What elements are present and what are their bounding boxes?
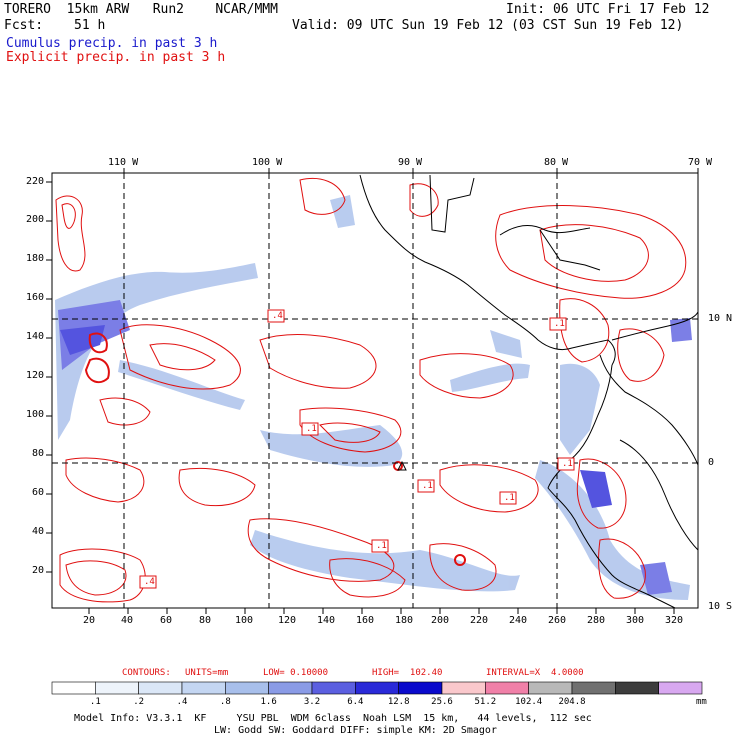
x-tick-label: 80 (199, 615, 212, 626)
box-label: .4 (144, 577, 155, 587)
x-tick-label: 180 (395, 615, 414, 626)
lat-label: 10 N (708, 313, 733, 324)
x-tick-label: 320 (665, 615, 684, 626)
x-tick-label: 40 (121, 615, 134, 626)
cumulus-precip-shading (55, 195, 692, 600)
x-tick-label: 20 (83, 615, 96, 626)
y-tick-label: 200 (26, 214, 45, 225)
y-tick-label: 120 (26, 370, 45, 381)
value-boxes (139, 309, 575, 589)
box-label: .1 (562, 459, 573, 469)
x-tick-label: 280 (587, 615, 606, 626)
field-explicit-label: Explicit precip. in past 3 h (6, 50, 226, 65)
lat-lon-grid (52, 173, 698, 608)
model-info-line2: LW: Godd SW: Goddard DIFF: simple KM: 2D… (214, 725, 497, 736)
lon-label: 80 W (544, 157, 569, 168)
colorbar-tick-label: 1.6 (260, 697, 277, 707)
colorbar-cell (95, 681, 139, 695)
x-tick-label: 160 (356, 615, 375, 626)
x-tick-label: 240 (509, 615, 528, 626)
x-tick-label: 260 (548, 615, 567, 626)
colorbar-cell (658, 681, 703, 695)
box-label: .1 (376, 541, 387, 551)
colorbar-tick-label: 102.4 (515, 697, 543, 707)
map-frame (51, 172, 699, 609)
model-info-line1: Model Info: V3.3.1 KF YSU PBL WDM 6class… (74, 713, 592, 724)
y-tick-label: 180 (26, 253, 45, 264)
contour-high: HIGH= 102.40 (372, 668, 443, 678)
forecast-label: Fcst: (4, 18, 44, 33)
colorbar-cell (355, 681, 399, 695)
colorbar-tick-label: 12.8 (387, 697, 410, 707)
colorbar-cell (441, 681, 486, 695)
y-tick-label: 40 (32, 526, 45, 537)
colorbar-tick-label: 3.2 (303, 697, 321, 707)
colorbar-cell (485, 681, 529, 695)
box-label: .1 (306, 424, 317, 434)
lon-label: 70 W (688, 157, 713, 168)
contour-low: LOW= 0.10000 (263, 668, 329, 678)
y-tick-label: 20 (32, 565, 45, 576)
colorbar-cell (181, 681, 226, 695)
x-tick-label: 60 (160, 615, 173, 626)
colorbar-cell (225, 681, 269, 695)
colorbar-tick-label: .2 (133, 697, 145, 707)
colorbar-cell (571, 681, 616, 695)
init-time: Init: 06 UTC Fri 17 Feb 12 (506, 2, 710, 17)
field-cumulus-label: Cumulus precip. in past 3 h (6, 36, 218, 51)
forecast-hours: 51 h (74, 18, 106, 33)
colorbar-cell (138, 681, 183, 695)
x-tick-label: 220 (470, 615, 489, 626)
valid-time: Valid: 09 UTC Sun 19 Feb 12 (03 CST Sun … (292, 18, 684, 33)
colorbar-cell (311, 681, 356, 695)
lon-label: 90 W (398, 157, 423, 168)
model-title: TORERO 15km ARW Run2 NCAR/MMM (4, 2, 278, 17)
colorbar-tick-label: .4 (176, 697, 188, 707)
lat-label: 0 (708, 457, 715, 468)
colorbar-tick-label: .1 (89, 697, 101, 707)
colorbar-cell (398, 681, 443, 695)
contour-units: UNITS=mm (185, 668, 229, 678)
colorbar-cell (528, 681, 573, 695)
colorbar-tick-label: 6.4 (347, 697, 364, 707)
x-tick-label: 100 (235, 615, 254, 626)
colorbar (51, 681, 703, 695)
lon-label: 110 W (108, 157, 139, 168)
contour-label: CONTOURS: (122, 668, 171, 678)
y-tick-label: 80 (32, 448, 45, 459)
colorbar-tick-label: 25.6 (431, 697, 453, 707)
x-tick-label: 140 (317, 615, 336, 626)
colorbar-cell (51, 681, 96, 695)
box-label: .1 (504, 493, 515, 503)
explicit-precip-contours (55, 177, 687, 603)
y-tick-label: 60 (32, 487, 45, 498)
coastlines (359, 174, 698, 608)
box-label: .4 (272, 311, 283, 321)
lat-label: 10 S (708, 601, 733, 612)
colorbar-tick-label: .8 (219, 697, 231, 707)
colorbar-tick-label: 204.8 (558, 697, 586, 707)
box-label: .1 (422, 481, 433, 491)
box-label: .1 (554, 319, 565, 329)
x-tick-label: 300 (626, 615, 645, 626)
y-tick-label: 100 (26, 409, 45, 420)
y-tick-label: 160 (26, 292, 45, 303)
colorbar-unit: mm (696, 697, 707, 707)
colorbar-tick-label: 51.2 (474, 697, 497, 707)
colorbar-cell (615, 681, 659, 695)
x-tick-label: 200 (431, 615, 450, 626)
lon-label: 100 W (252, 157, 283, 168)
y-tick-label: 140 (26, 331, 45, 342)
contour-interval: INTERVAL=X 4.0000 (486, 668, 584, 678)
colorbar-cell (268, 681, 313, 695)
x-tick-label: 120 (278, 615, 297, 626)
y-tick-label: 220 (26, 176, 45, 187)
